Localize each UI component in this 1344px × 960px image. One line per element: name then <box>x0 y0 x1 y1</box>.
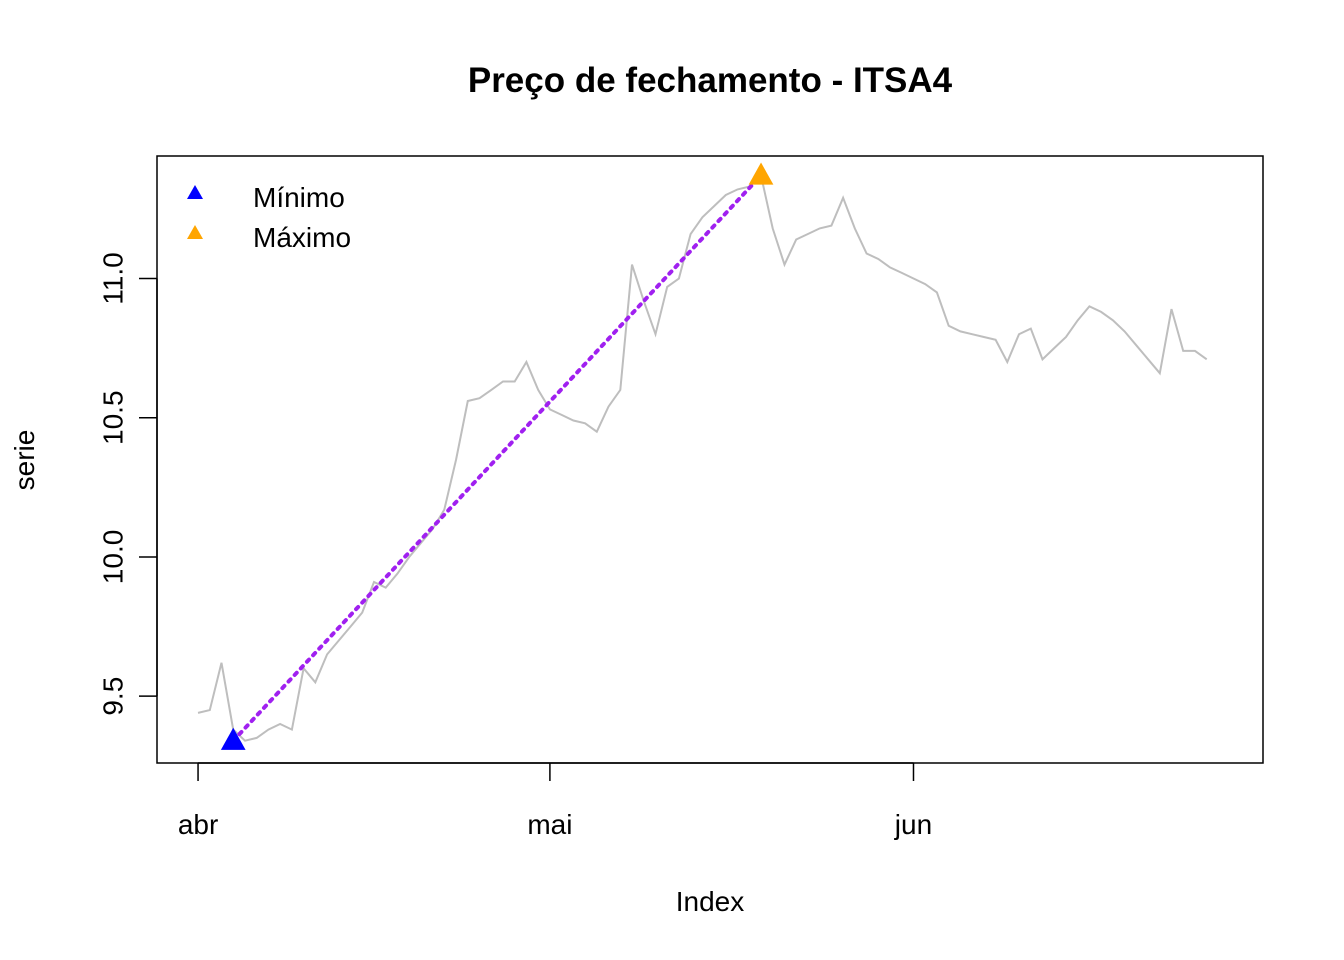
plot-marks <box>197 162 1208 750</box>
x-axis-label: Index <box>676 886 745 917</box>
x-tick-label: jun <box>894 809 932 840</box>
min-point-marker <box>220 727 246 750</box>
trend-line <box>231 173 764 743</box>
y-tick-label: 10.0 <box>98 530 129 585</box>
y-tick-label: 9.5 <box>98 677 129 716</box>
legend-min-label: Mínimo <box>253 182 345 213</box>
y-axis-label: serie <box>9 430 40 491</box>
legend-min-marker <box>187 185 203 199</box>
chart-title: Preço de fechamento - ITSA4 <box>468 61 953 100</box>
series-line-0 <box>197 173 1208 742</box>
x-tick-label: abr <box>178 809 218 840</box>
legend-max-label: Máximo <box>253 222 351 253</box>
max-point-marker <box>748 162 774 185</box>
x-tick-label: mai <box>527 809 572 840</box>
legend: Mínimo Máximo <box>187 182 351 253</box>
legend-max-marker <box>187 225 203 239</box>
y-tick-label: 10.5 <box>98 390 129 445</box>
y-tick-label: 11.0 <box>98 252 129 304</box>
axes: abr mai jun 9.5 10.0 10.5 11.0 <box>98 252 933 840</box>
